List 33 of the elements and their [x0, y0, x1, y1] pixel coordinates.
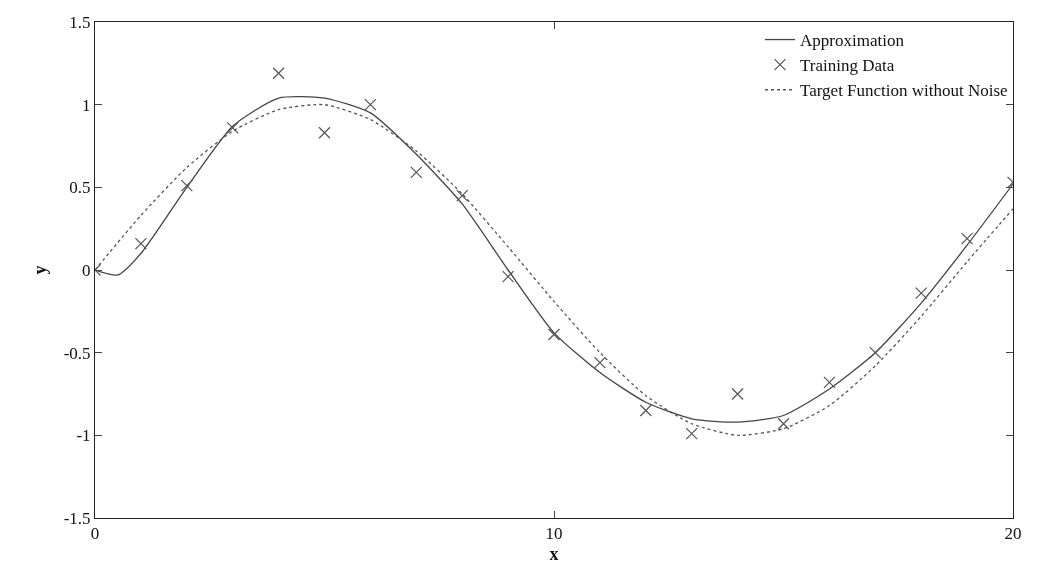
point	[364, 98, 377, 111]
y-tick-label: 0.5	[69, 178, 91, 198]
point	[502, 270, 515, 283]
x-axis-title: x	[549, 543, 559, 564]
point	[272, 67, 285, 80]
legend-label: Training Data	[800, 56, 895, 76]
x-tick-label: 20	[1004, 524, 1022, 544]
point	[961, 232, 974, 245]
point	[226, 121, 239, 134]
point	[318, 126, 331, 139]
point	[593, 356, 606, 369]
point	[685, 427, 698, 440]
point	[869, 346, 882, 359]
x-tick-label: 10	[545, 524, 563, 544]
point	[915, 287, 928, 300]
point	[823, 376, 836, 389]
point	[410, 166, 423, 179]
y-tick-label: -1	[76, 426, 91, 446]
point	[547, 328, 561, 341]
y-tick-label: 1.5	[69, 12, 91, 32]
y-axis-title: y	[29, 265, 50, 275]
y-tick-label: -0.5	[63, 343, 91, 363]
point	[731, 387, 744, 401]
point	[777, 417, 790, 430]
point	[456, 189, 469, 202]
y-tick-label: 0	[82, 260, 91, 280]
point	[639, 404, 652, 417]
y-tick-label: 1	[82, 95, 91, 115]
y-tick-label: -1.5	[63, 508, 91, 528]
legend-label: Approximation	[800, 31, 905, 51]
point	[180, 179, 193, 192]
point	[134, 237, 147, 250]
legend-label: Target Function without Noise	[800, 81, 1008, 101]
